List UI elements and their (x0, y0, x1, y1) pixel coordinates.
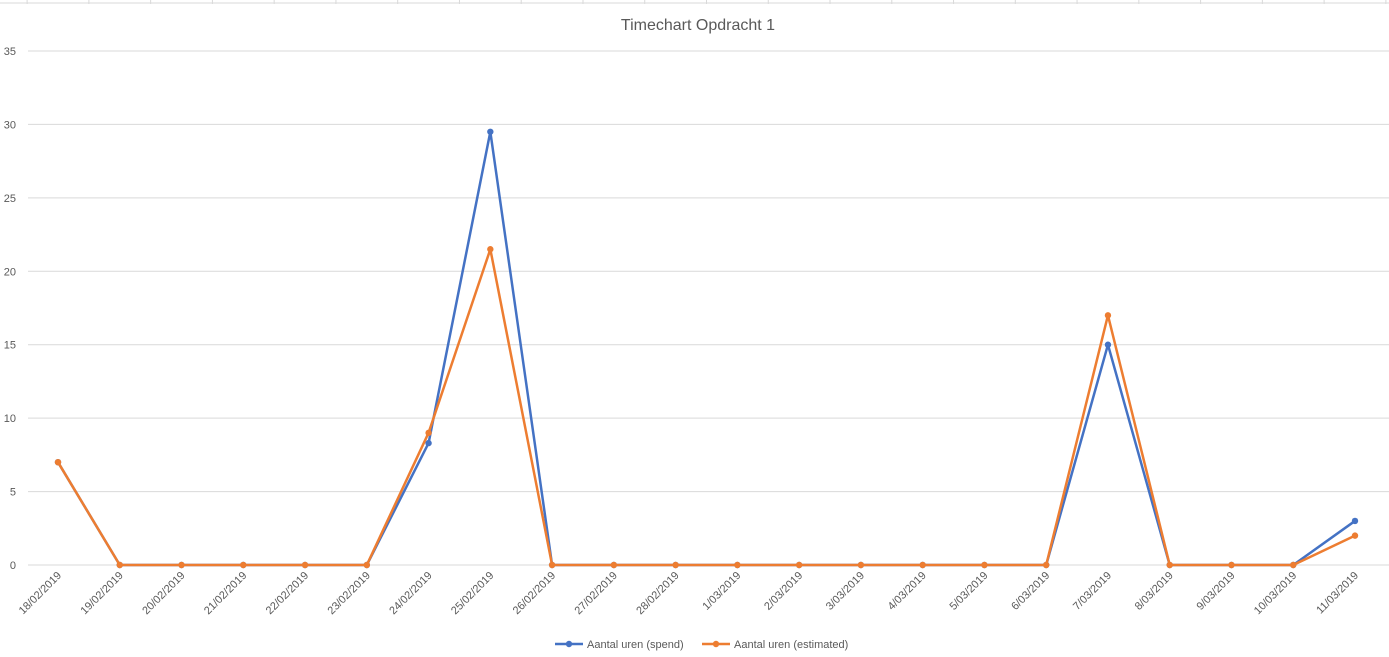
data-point (487, 128, 494, 135)
x-tick-label: 20/02/2019 (140, 570, 187, 617)
legend-swatch-marker (565, 640, 573, 648)
y-axis-ticks: 0 5 10 15 20 25 30 35 (4, 46, 16, 572)
data-point (178, 561, 185, 569)
legend-item: Aantal uren (estimated) (702, 639, 848, 651)
x-tick-label: 22/02/2019 (264, 570, 311, 617)
data-point (1104, 341, 1112, 348)
data-point (734, 561, 741, 569)
x-tick-label: 1/03/2019 (700, 570, 743, 613)
x-tick-label: 10/03/2019 (1252, 570, 1299, 617)
x-tick-label: 7/03/2019 (1071, 570, 1114, 613)
data-point (610, 561, 618, 569)
series-line (56, 130, 1356, 567)
x-tick-label: 9/03/2019 (1195, 570, 1238, 613)
y-tick-label: 5 (10, 487, 16, 499)
data-point (919, 561, 926, 569)
data-point (1228, 561, 1235, 569)
y-tick-label: 20 (4, 266, 16, 278)
data-point (425, 439, 432, 447)
series-spend (54, 128, 1359, 569)
data-point (672, 561, 679, 569)
data-point (301, 561, 309, 569)
y-tick-label: 35 (4, 46, 16, 58)
data-point (1351, 517, 1359, 525)
data-point (1166, 561, 1173, 569)
legend-swatch-marker (712, 640, 720, 648)
data-point (1351, 532, 1359, 539)
y-tick-label: 30 (4, 119, 16, 131)
data-point (795, 561, 803, 569)
x-tick-label: 2/03/2019 (762, 570, 805, 613)
x-tick-label: 3/03/2019 (824, 570, 867, 613)
data-point (548, 561, 556, 569)
data-point (116, 561, 123, 569)
y-tick-label: 0 (10, 560, 16, 572)
y-tick-label: 10 (4, 413, 16, 425)
x-tick-label: 21/02/2019 (202, 570, 249, 617)
data-point (981, 561, 988, 569)
legend-label: Aantal uren (estimated) (734, 639, 848, 651)
x-tick-label: 18/02/2019 (17, 570, 64, 617)
x-tick-label: 24/02/2019 (387, 570, 434, 617)
data-point (240, 561, 247, 569)
chart-title: Timechart Opdracht 1 (621, 17, 775, 34)
x-tick-label: 8/03/2019 (1133, 570, 1176, 613)
legend-item: Aantal uren (spend) (555, 639, 684, 651)
series-estimated (54, 246, 1359, 569)
data-point (1104, 312, 1112, 319)
x-tick-label: 26/02/2019 (511, 570, 558, 617)
y-tick-label: 25 (4, 193, 16, 205)
data-point (1042, 561, 1050, 569)
x-tick-label: 25/02/2019 (449, 570, 496, 617)
x-axis-ticks: 18/02/2019 19/02/2019 20/02/2019 21/02/2019… (17, 570, 1361, 617)
series-lines (54, 128, 1359, 569)
x-tick-label: 4/03/2019 (886, 570, 929, 613)
data-point (1290, 561, 1297, 569)
series-line (56, 248, 1356, 567)
gridlines (0, 0, 1389, 566)
x-tick-label: 5/03/2019 (947, 570, 990, 613)
data-point (425, 429, 432, 437)
x-tick-label: 11/03/2019 (1314, 570, 1361, 617)
y-tick-label: 15 (4, 340, 16, 352)
legend-label: Aantal uren (spend) (587, 639, 684, 651)
x-tick-label: 27/02/2019 (573, 570, 620, 617)
legend: Aantal uren (spend) Aantal uren (estimate… (555, 639, 848, 651)
x-tick-label: 19/02/2019 (78, 570, 125, 617)
data-point (857, 561, 865, 569)
data-point (487, 246, 494, 253)
data-point (363, 561, 371, 569)
x-tick-label: 6/03/2019 (1009, 570, 1052, 613)
x-tick-label: 23/02/2019 (326, 570, 373, 617)
x-tick-label: 28/02/2019 (634, 570, 681, 617)
data-point (54, 459, 62, 466)
